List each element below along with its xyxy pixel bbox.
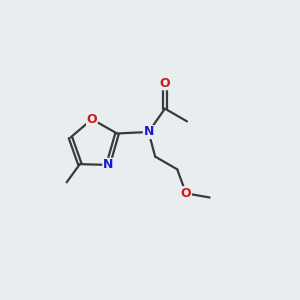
Text: O: O [160, 76, 170, 90]
Text: N: N [143, 125, 154, 139]
Text: N: N [103, 158, 113, 171]
Text: O: O [181, 187, 191, 200]
Text: O: O [87, 113, 97, 126]
